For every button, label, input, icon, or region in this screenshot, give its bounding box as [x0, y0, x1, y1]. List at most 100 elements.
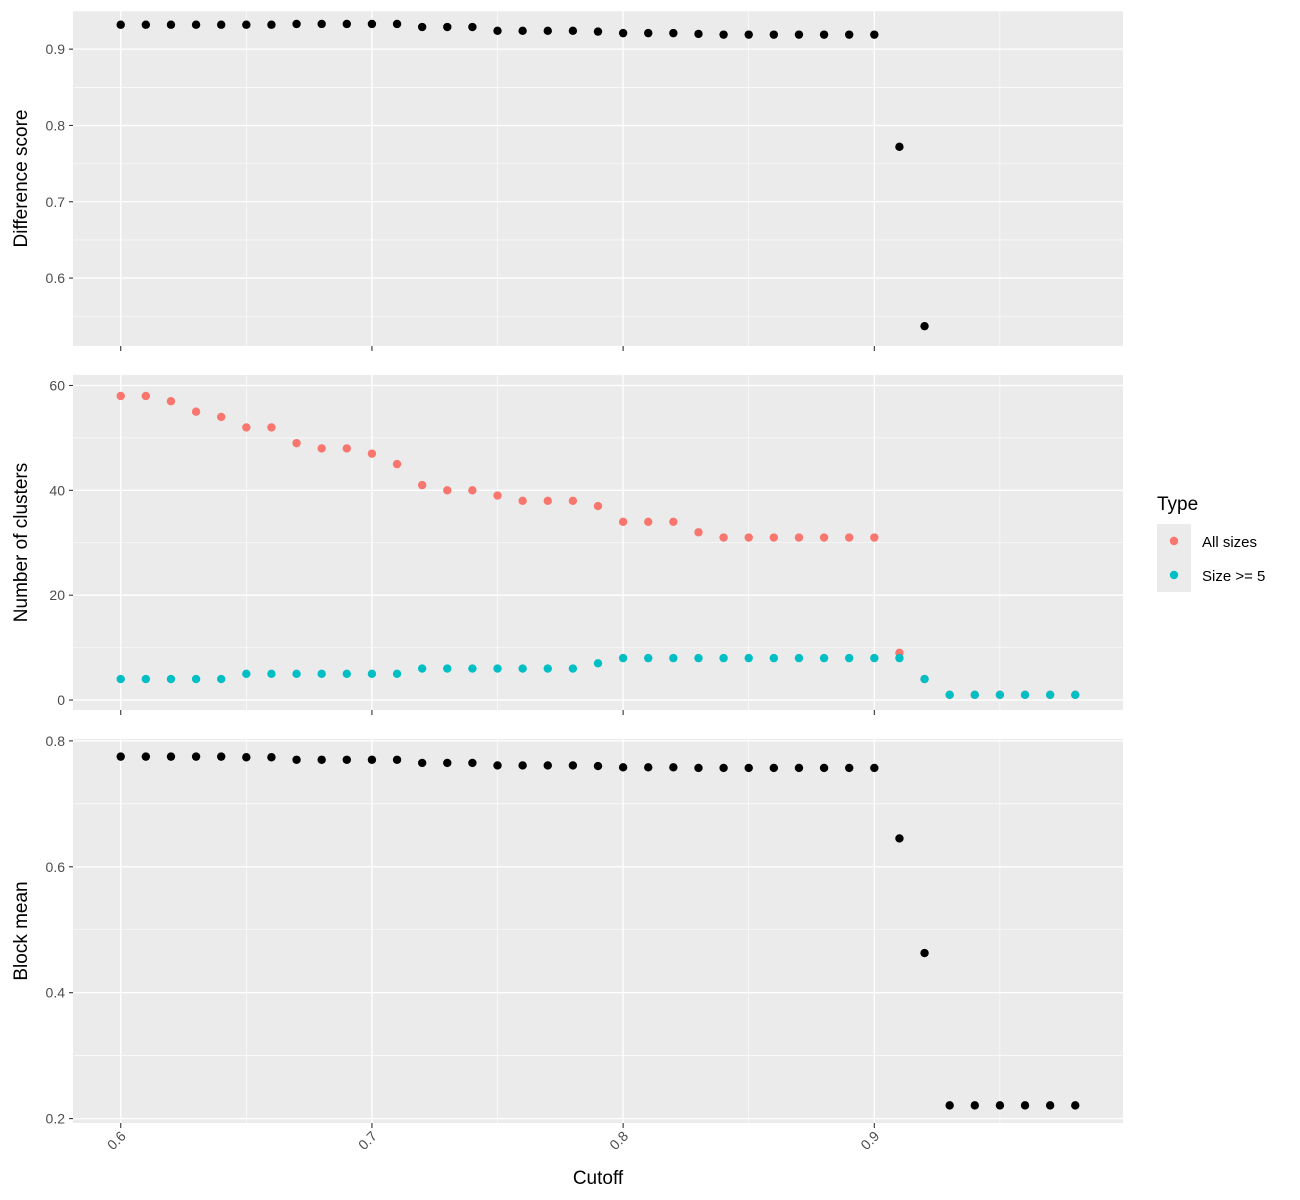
- data-point: [970, 690, 979, 699]
- data-point: [719, 653, 728, 663]
- data-point: [242, 423, 251, 432]
- data-point: [191, 674, 201, 684]
- data-point: [116, 20, 125, 29]
- data-point: [694, 763, 703, 773]
- data-point: [870, 763, 879, 773]
- data-point: [895, 834, 904, 843]
- data-point: [1071, 690, 1080, 699]
- y-tick-label: 0.7: [46, 194, 66, 210]
- data-point: [116, 752, 125, 761]
- data-point: [819, 533, 829, 542]
- data-point: [1071, 1101, 1080, 1110]
- data-point: [267, 423, 276, 432]
- data-point: [267, 669, 276, 679]
- data-point: [292, 19, 301, 29]
- data-point: [518, 496, 527, 506]
- series-2: [116, 653, 1080, 699]
- series-1: [116, 391, 1080, 699]
- data-point: [744, 763, 753, 773]
- legend-key-all-sizes: [1169, 536, 1179, 546]
- data-point: [417, 480, 427, 490]
- data-point: [317, 444, 326, 453]
- data-point: [443, 664, 452, 673]
- data-point: [443, 758, 452, 768]
- y-tick-label: 20: [49, 587, 65, 603]
- data-point: [443, 486, 452, 495]
- data-point: [543, 664, 552, 673]
- data-point: [744, 30, 753, 39]
- y-axis-title: Difference score: [11, 110, 32, 248]
- series-1: [116, 19, 929, 331]
- data-point: [920, 948, 929, 958]
- data-point: [669, 28, 678, 38]
- data-point: [844, 30, 854, 39]
- y-tick-label: 0.4: [46, 985, 66, 1001]
- data-point: [116, 391, 125, 401]
- legend: Type All sizes Size >= 5: [1157, 494, 1265, 592]
- legend-label-all-sizes: All sizes: [1202, 534, 1257, 551]
- data-point: [844, 533, 854, 542]
- data-point: [819, 763, 829, 773]
- data-point: [242, 753, 251, 762]
- data-point: [217, 752, 226, 761]
- data-point: [995, 1101, 1005, 1110]
- legend-title: Type: [1157, 494, 1198, 515]
- data-point: [493, 26, 502, 36]
- data-point: [217, 412, 226, 422]
- data-point: [769, 763, 779, 773]
- data-point: [694, 653, 703, 663]
- series-1: [116, 752, 1080, 1110]
- panel-3: 0.2 0.4 0.6 0.8 Block mean: [11, 733, 1123, 1128]
- data-point: [217, 20, 226, 29]
- data-point: [543, 761, 552, 770]
- data-point: [844, 653, 854, 663]
- data-point: [518, 761, 527, 770]
- y-tick-label: 0: [57, 692, 65, 708]
- data-point: [392, 669, 402, 679]
- data-point: [417, 664, 427, 673]
- data-point: [669, 653, 678, 663]
- data-point: [593, 27, 603, 36]
- data-point: [267, 20, 276, 29]
- data-point: [669, 517, 678, 526]
- data-point: [945, 690, 954, 699]
- data-point: [769, 533, 779, 542]
- y-tick-label: 0.6: [46, 859, 66, 875]
- data-point: [267, 753, 276, 762]
- data-point: [367, 19, 377, 29]
- data-point: [166, 752, 176, 761]
- data-point: [593, 659, 603, 668]
- data-point: [794, 653, 804, 663]
- y-axis-title: Number of clusters: [11, 463, 32, 622]
- data-point: [593, 501, 603, 511]
- legend-key-size5: [1169, 570, 1179, 580]
- data-point: [819, 653, 829, 663]
- data-point: [794, 533, 804, 542]
- data-point: [367, 755, 377, 764]
- data-point: [744, 653, 753, 663]
- data-point: [191, 407, 201, 416]
- y-axis-title: Block mean: [11, 881, 32, 980]
- data-point: [116, 674, 125, 684]
- data-point: [719, 763, 728, 773]
- chart-panels: 0.6 0.7 0.8 0.9 Difference score 0 20 40 60 Numbe…: [11, 10, 1123, 1153]
- data-point: [870, 533, 879, 542]
- data-point: [166, 397, 176, 406]
- data-point: [719, 533, 728, 542]
- data-point: [191, 20, 201, 29]
- data-point: [568, 664, 578, 673]
- data-point: [417, 758, 427, 768]
- data-point: [518, 26, 527, 36]
- data-point: [141, 20, 151, 29]
- data-point: [317, 755, 326, 764]
- x-tick-label: 0.8: [606, 1128, 631, 1153]
- data-point: [1020, 1101, 1030, 1110]
- data-point: [945, 1101, 954, 1110]
- data-point: [543, 26, 552, 36]
- panel-1: 0.6 0.7 0.8 0.9 Difference score: [11, 10, 1123, 351]
- data-point: [694, 29, 703, 39]
- data-point: [769, 30, 779, 39]
- y-tick-label: 0.9: [46, 41, 66, 57]
- data-point: [292, 669, 301, 679]
